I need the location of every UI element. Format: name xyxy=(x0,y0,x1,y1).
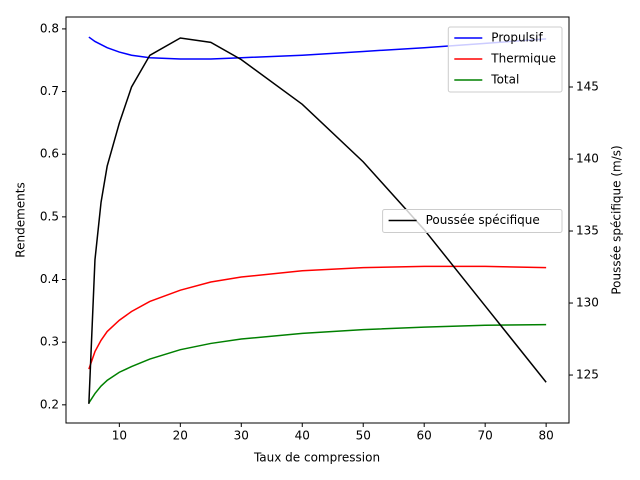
legend-box xyxy=(382,209,563,233)
legend-box xyxy=(447,26,563,93)
y-tick-label: 0.7 xyxy=(40,84,59,98)
series-line xyxy=(88,323,547,404)
x-axis-label: Taux de compression xyxy=(253,451,380,465)
legend-label: Propulsif xyxy=(491,31,543,45)
x-tick-label: 10 xyxy=(112,429,127,443)
legend-label: Poussée spécifique xyxy=(426,213,540,227)
x-tick-label: 70 xyxy=(478,429,493,443)
x-tick-label: 50 xyxy=(356,429,371,443)
x-tick-label: 30 xyxy=(234,429,249,443)
legend-label: Total xyxy=(490,73,519,87)
y2-tick-label: 135 xyxy=(576,224,599,238)
y2-tick-label: 140 xyxy=(576,152,599,166)
legend-label: Thermique xyxy=(490,52,556,66)
series-line xyxy=(88,265,547,370)
x-tick-label: 60 xyxy=(417,429,432,443)
y-tick-label: 0.5 xyxy=(40,209,59,223)
x-tick-label: 40 xyxy=(295,429,310,443)
series-line xyxy=(88,36,547,60)
y-tick-label: 0.8 xyxy=(40,21,59,35)
y-axis-label: Rendements xyxy=(14,182,28,257)
plot-frame xyxy=(65,16,570,424)
y-tick-label: 0.2 xyxy=(40,397,59,411)
y2-tick-label: 125 xyxy=(576,368,599,382)
y-tick-label: 0.3 xyxy=(40,335,59,349)
y2-tick-label: 130 xyxy=(576,296,599,310)
y2-axis-label: Poussée spécifique (m/s) xyxy=(610,145,624,294)
y2-tick-label: 145 xyxy=(576,79,599,93)
x-tick-label: 80 xyxy=(538,429,553,443)
y-tick-label: 0.4 xyxy=(40,272,59,286)
x-tick-label: 20 xyxy=(173,429,188,443)
series-line xyxy=(88,37,547,404)
y-tick-label: 0.6 xyxy=(40,147,59,161)
